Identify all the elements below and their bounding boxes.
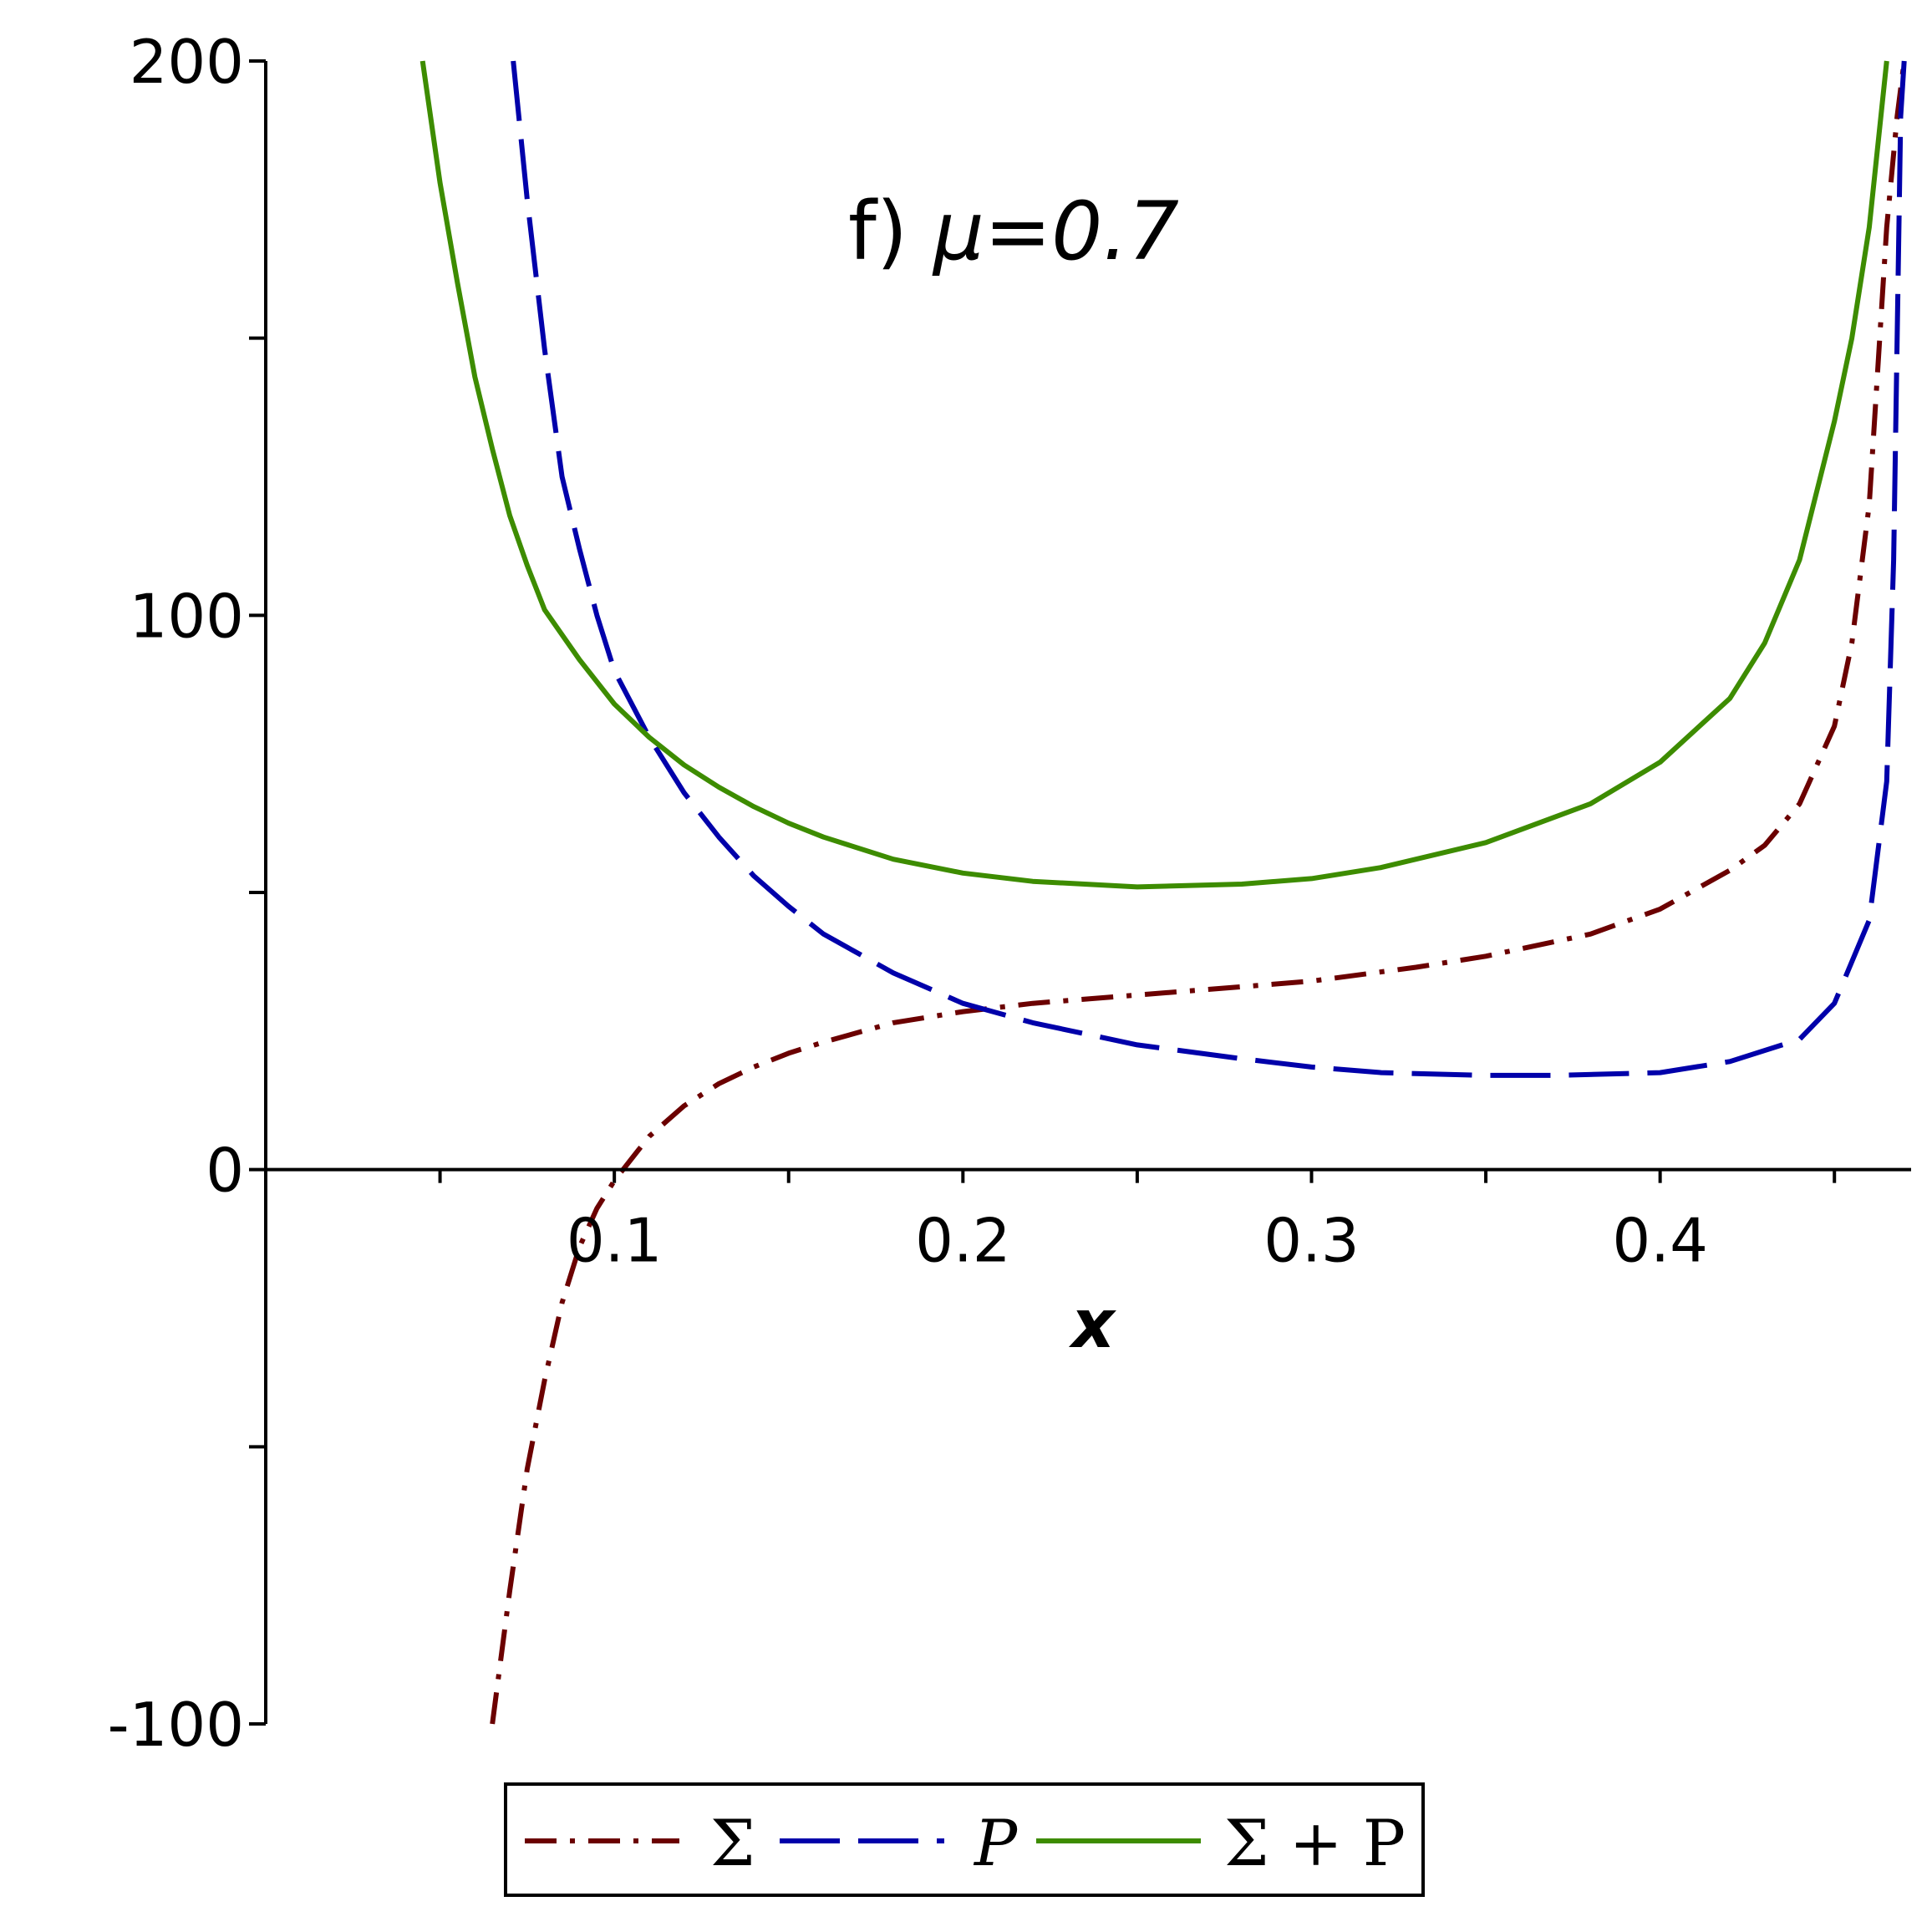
y-tick-label: 200 <box>130 27 244 97</box>
x-tick-label: 0.3 <box>1263 1206 1360 1276</box>
x-tick-label: 0.4 <box>1612 1206 1708 1276</box>
legend-label-sigma: Σ <box>710 1806 755 1880</box>
series-line-0 <box>490 60 1907 1725</box>
y-tick-label: 0 <box>206 1136 244 1206</box>
legend-label-p: P <box>973 1806 1019 1880</box>
legend-label-sigma-plus-p: Σ + P <box>1224 1806 1406 1880</box>
annotation-prefix: f) <box>848 185 933 278</box>
x-tick-label: 0.1 <box>567 1206 663 1276</box>
y-tick-label: -100 <box>108 1690 244 1760</box>
annotation-mu: μ=0.7 <box>932 185 1179 278</box>
series-line-2 <box>419 60 1889 890</box>
series-line-1 <box>511 60 1907 1078</box>
legend: Σ P Σ + P <box>504 1782 1425 1897</box>
y-tick-label: 100 <box>130 581 244 651</box>
x-axis-title: x <box>1068 1285 1116 1363</box>
x-tick-label: 0.2 <box>915 1206 1011 1276</box>
plot-annotation: f) μ=0.7 <box>848 185 1179 278</box>
